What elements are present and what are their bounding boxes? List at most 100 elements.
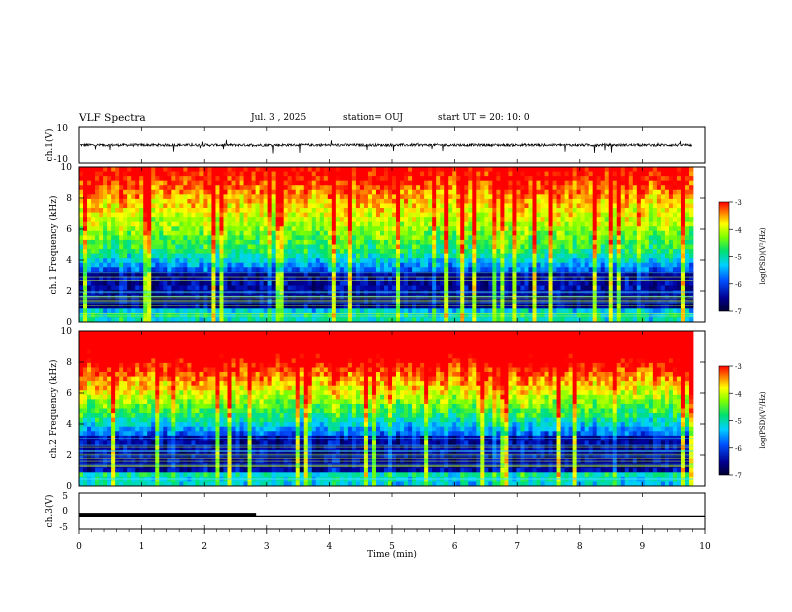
spectrogram-cell	[572, 185, 578, 191]
spectrogram-cell	[540, 217, 545, 223]
spectrogram-cell	[512, 221, 517, 227]
spectrogram-cell	[279, 167, 285, 172]
spectrogram-cell	[243, 262, 248, 268]
spectrogram-cell	[147, 285, 152, 291]
spectrogram-cell	[331, 285, 337, 291]
spectrogram-cell	[588, 180, 594, 186]
spectrogram-cell	[259, 249, 264, 255]
spectrogram-cell	[111, 303, 116, 309]
spectrogram-cell	[532, 303, 537, 309]
spectrogram-cell	[624, 271, 630, 277]
spectrogram-cell	[616, 271, 622, 277]
spectrogram-cell	[656, 212, 662, 218]
spectrogram-cell	[624, 230, 630, 236]
spectrogram-cell	[307, 185, 313, 191]
spectrogram-cell	[375, 253, 381, 259]
spectrogram-cell	[115, 249, 120, 255]
spectrogram-cell	[616, 235, 622, 241]
spectrogram-cell	[179, 271, 184, 277]
spectrogram-cell	[564, 171, 569, 177]
spectrogram-cell	[672, 267, 678, 273]
spectrogram-cell	[388, 212, 393, 218]
spectrogram-cell	[476, 198, 481, 204]
spectrogram-cell	[247, 253, 252, 259]
spectrogram-cell	[179, 239, 184, 245]
spectrogram-cell	[343, 303, 349, 309]
spectrogram-cell	[335, 294, 341, 300]
spectrogram-cell	[672, 271, 678, 277]
spectrogram-cell	[488, 249, 493, 255]
spectrogram-cell	[131, 262, 136, 268]
spectrogram-cell	[223, 203, 228, 209]
spectrogram-cell	[323, 230, 329, 236]
spectrogram-cell	[532, 239, 537, 245]
spectrogram-cell	[648, 185, 654, 191]
spectrogram-cell	[163, 217, 168, 223]
spectrogram-cell	[383, 303, 389, 309]
spectrogram-cell	[255, 176, 260, 182]
spectrogram-cell	[400, 230, 405, 236]
spectrogram-cell	[400, 271, 405, 277]
spectrogram-cell	[404, 303, 409, 309]
spectrogram-cell	[367, 217, 373, 223]
spectrogram-cell	[227, 285, 232, 291]
spectrogram-cell	[123, 208, 128, 213]
spectrogram-cell	[524, 171, 529, 177]
spectrogram-cell	[79, 194, 84, 200]
spectrogram-cell	[624, 308, 630, 314]
spectrogram-cell	[367, 249, 373, 255]
spectrogram-cell	[624, 285, 630, 291]
spectrogram-cell	[440, 271, 445, 277]
spectrogram-cell	[107, 167, 112, 172]
spectrogram-cell	[484, 203, 489, 209]
spectrogram-cell	[203, 167, 208, 172]
spectrogram-cell	[107, 198, 112, 204]
spectrogram-cell	[147, 271, 152, 277]
spectrogram-cell	[319, 271, 325, 277]
spectrogram-cell	[203, 253, 208, 259]
spectrogram-cell	[484, 180, 489, 186]
spectrogram-cell	[628, 258, 634, 264]
spectrogram-cell	[143, 208, 148, 213]
spectrogram-cell	[243, 189, 248, 195]
spectrogram-cell	[488, 239, 493, 245]
spectrogram-cell	[432, 267, 437, 273]
spectrogram-cell	[584, 262, 590, 268]
spectrogram-cell	[524, 294, 529, 300]
spectrogram-cell	[648, 262, 654, 268]
spectrogram-cell	[167, 194, 172, 200]
spectrogram-cell	[564, 271, 569, 277]
spectrogram-cell	[396, 221, 401, 227]
spectrogram-cell	[564, 258, 569, 264]
spectrogram-cell	[664, 262, 670, 268]
spectrogram-cell	[175, 208, 180, 213]
spectrogram-cell	[311, 198, 317, 204]
spectrogram-cell	[672, 294, 678, 300]
spectrogram-cell	[588, 276, 594, 282]
spectrogram-cell	[492, 249, 497, 255]
spectrogram-cell	[556, 198, 561, 204]
spectrogram-cell	[227, 208, 232, 213]
spectrogram-cell	[199, 258, 204, 264]
spectrogram-cell	[404, 189, 409, 195]
spectrogram-cell	[664, 253, 670, 259]
spectrogram-cell	[540, 189, 545, 195]
spectrogram-cell	[199, 294, 204, 300]
spectrogram-cell	[343, 221, 349, 227]
spectrogram-cell	[135, 276, 140, 282]
spectrogram-cell	[275, 235, 281, 241]
spectrogram-cell	[267, 285, 273, 291]
spectrogram-cell	[476, 221, 481, 227]
spectrogram-cell	[436, 180, 441, 186]
spectrogram-cell	[347, 312, 353, 318]
spectrogram-cell	[528, 189, 533, 195]
spectrogram-cell	[684, 253, 690, 259]
spectrogram-cell	[672, 308, 678, 314]
spectrogram-cell	[584, 217, 590, 223]
spectrogram-cell	[223, 280, 228, 286]
spectrogram-cell	[668, 258, 674, 264]
spectrogram-cell	[600, 167, 606, 172]
spectrogram-cell	[628, 303, 634, 309]
spectrogram-cell	[500, 249, 505, 255]
spectrogram-cell	[235, 249, 240, 255]
